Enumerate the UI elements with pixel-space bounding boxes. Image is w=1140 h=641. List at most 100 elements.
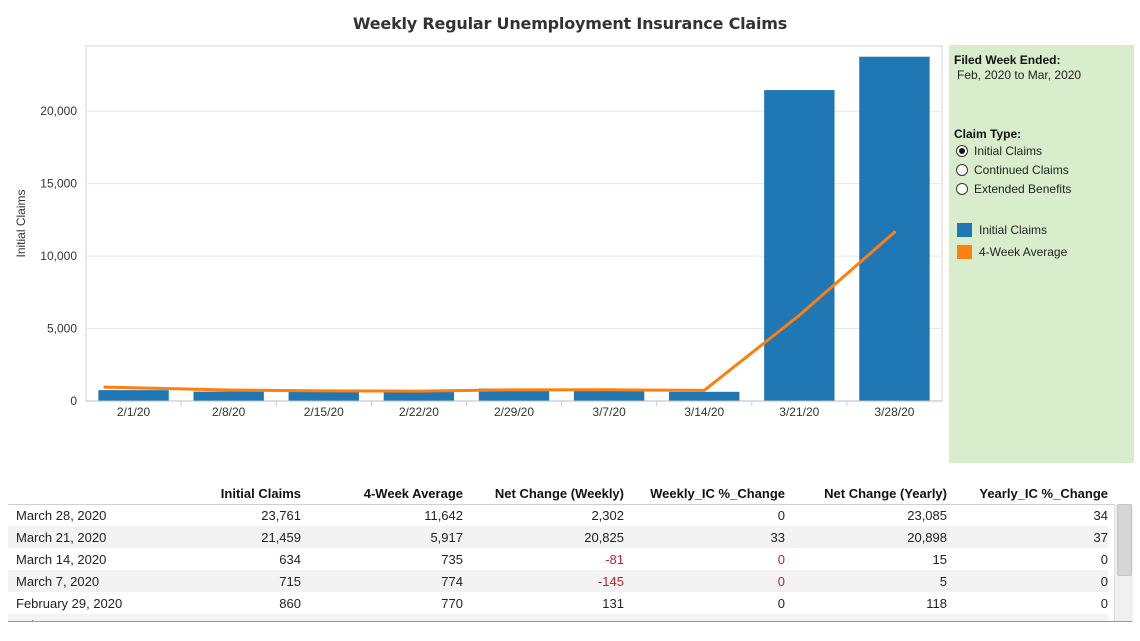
table-cell bbox=[624, 614, 785, 622]
claim-type-heading: Claim Type: bbox=[954, 127, 1022, 141]
legend-item-4-week-average: 4-Week Average bbox=[957, 244, 1067, 260]
table-row[interactable]: February 22, 2020 bbox=[8, 614, 1108, 622]
bar bbox=[764, 90, 835, 401]
bar bbox=[573, 390, 645, 401]
table-cell: 5,917 bbox=[301, 526, 463, 548]
table-cell: 0 bbox=[947, 570, 1108, 592]
scrollbar-thumb[interactable] bbox=[1117, 504, 1132, 576]
table-cell: -145 bbox=[463, 570, 624, 592]
table-cell: 860 bbox=[279, 595, 301, 611]
line-point bbox=[607, 388, 611, 392]
x-tick-label: 2/8/20 bbox=[212, 405, 246, 419]
table-header-cell[interactable]: Weekly_IC %_Change bbox=[650, 485, 785, 501]
line-point bbox=[103, 385, 107, 389]
x-tick-label: 2/15/20 bbox=[304, 405, 344, 419]
table-cell: 34 bbox=[1093, 507, 1108, 523]
legend-item-initial-claims: Initial Claims bbox=[957, 222, 1047, 238]
table-cell: 0 bbox=[777, 551, 785, 567]
bar bbox=[288, 391, 359, 401]
line-point bbox=[227, 388, 231, 392]
table-header-cell[interactable]: Initial Claims bbox=[220, 485, 301, 501]
table-header-cell[interactable]: Net Change (Yearly) bbox=[824, 485, 947, 501]
table-header-cell[interactable]: 4-Week Average bbox=[363, 485, 463, 501]
bar bbox=[669, 391, 740, 401]
line-point bbox=[512, 388, 516, 392]
table-cell: 0 bbox=[624, 570, 785, 592]
legend-label: Initial Claims bbox=[979, 223, 1048, 237]
row-label: March 14, 2020 bbox=[16, 551, 107, 567]
table-cell: 118 bbox=[926, 595, 947, 611]
table-cell: 774 bbox=[301, 570, 463, 592]
table-cell bbox=[143, 614, 301, 622]
table-divider bbox=[8, 504, 1132, 505]
radio-extended-benefits[interactable]: Extended Benefits bbox=[956, 181, 1071, 197]
radio-initial-claims[interactable]: Initial Claims bbox=[956, 143, 1042, 159]
line-point bbox=[322, 389, 326, 393]
table-cell: 0 bbox=[1100, 595, 1108, 611]
x-tick-label: 3/28/20 bbox=[874, 405, 914, 419]
table-cell bbox=[947, 614, 1108, 622]
table-cell: 0 bbox=[777, 595, 785, 611]
line-point bbox=[892, 230, 896, 234]
table-cell bbox=[785, 614, 947, 622]
radio-checked-icon[interactable] bbox=[956, 145, 968, 157]
bar bbox=[383, 391, 455, 401]
data-table-container: Initial Claims 4-Week Average Net Change… bbox=[8, 482, 1132, 622]
x-tick-label: 2/29/20 bbox=[494, 405, 534, 419]
bar bbox=[98, 390, 169, 401]
table-row[interactable]: March 28, 2020 23,761 11,642 2,302 0 23,085 34 bbox=[8, 504, 1108, 526]
table-row[interactable]: February 29, 2020 860 770 131 0 118 0 bbox=[8, 592, 1108, 614]
legend-label: 4-Week Average bbox=[979, 245, 1068, 259]
table-cell: 634 bbox=[279, 551, 301, 567]
x-tick-label: 3/21/20 bbox=[779, 405, 819, 419]
x-tick-label: 3/14/20 bbox=[684, 405, 724, 419]
y-tick-label: 0 bbox=[70, 394, 77, 408]
row-label: February 22, 2020 bbox=[8, 614, 143, 622]
table-cell: 715 bbox=[143, 570, 301, 592]
x-tick-label: 3/7/20 bbox=[592, 405, 626, 419]
y-tick-label: 5,000 bbox=[47, 322, 77, 336]
table-row[interactable]: March 7, 2020 715 774 -145 0 5 0 bbox=[8, 570, 1108, 592]
table-bottom-border bbox=[8, 621, 1132, 622]
radio-unchecked-icon[interactable] bbox=[956, 164, 968, 176]
table-cell bbox=[301, 614, 463, 622]
y-tick-label: 15,000 bbox=[40, 177, 77, 191]
line-point bbox=[702, 388, 706, 392]
legend-swatch-icon bbox=[957, 245, 972, 259]
data-table: Initial Claims 4-Week Average Net Change… bbox=[8, 482, 1108, 622]
table-row[interactable]: March 14, 2020 634 735 -81 0 15 0 bbox=[8, 548, 1108, 570]
table-cell: 131 bbox=[602, 595, 624, 611]
table-row[interactable]: March 21, 2020 21,459 5,917 20,825 33 20,898 3… bbox=[8, 526, 1108, 548]
filter-value[interactable]: Feb, 2020 to Mar, 2020 bbox=[957, 68, 1082, 82]
row-label: March 21, 2020 bbox=[8, 526, 143, 548]
x-tick-label: 2/1/20 bbox=[117, 405, 151, 419]
table-scrollbar[interactable] bbox=[1114, 504, 1133, 622]
table-cell: 735 bbox=[441, 551, 463, 567]
table-header-row: Initial Claims 4-Week Average Net Change… bbox=[8, 482, 1108, 504]
radio-label: Initial Claims bbox=[974, 144, 1043, 158]
table-cell: 770 bbox=[441, 595, 463, 611]
bar bbox=[478, 388, 550, 401]
y-tick-label: 20,000 bbox=[40, 104, 77, 118]
table-header-cell[interactable]: Yearly_IC %_Change bbox=[979, 485, 1108, 501]
table-cell: 23,085 bbox=[907, 507, 947, 523]
bar bbox=[193, 391, 264, 401]
table-header-cell[interactable]: Net Change (Weekly) bbox=[494, 485, 624, 501]
table-cell: 21,459 bbox=[143, 526, 301, 548]
table-cell: 37 bbox=[947, 526, 1108, 548]
y-tick-label: 10,000 bbox=[40, 249, 77, 263]
table-cell: 20,898 bbox=[785, 526, 947, 548]
table-header-cell[interactable] bbox=[8, 482, 143, 504]
radio-unchecked-icon[interactable] bbox=[956, 183, 968, 195]
radio-label: Extended Benefits bbox=[974, 182, 1072, 196]
y-axis-title: Initial Claims bbox=[14, 189, 28, 257]
line-point bbox=[417, 389, 421, 393]
x-tick-label: 2/22/20 bbox=[399, 405, 439, 419]
bar bbox=[859, 56, 930, 402]
table-cell: 33 bbox=[624, 526, 785, 548]
row-label: March 7, 2020 bbox=[8, 570, 143, 592]
table-cell: 0 bbox=[1100, 551, 1108, 567]
radio-continued-claims[interactable]: Continued Claims bbox=[956, 162, 1069, 178]
table-cell: 11,642 bbox=[424, 507, 463, 523]
table-cell: -81 bbox=[605, 551, 624, 567]
